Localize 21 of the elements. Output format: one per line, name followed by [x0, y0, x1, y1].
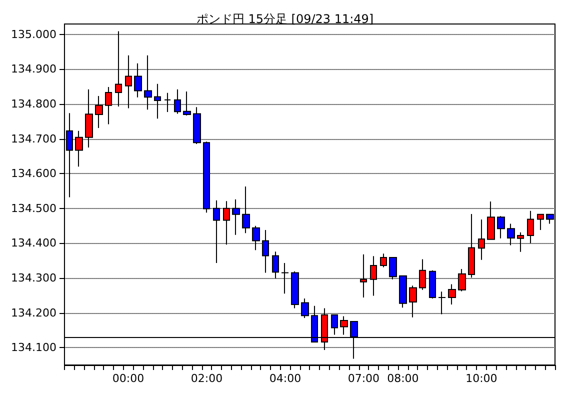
- y-tick-label: 134.900: [10, 62, 56, 76]
- candlestick: [537, 214, 544, 230]
- candlestick: [497, 216, 505, 239]
- candlestick: [448, 284, 456, 305]
- x-tick-label: 02:00: [190, 372, 223, 385]
- y-tick-label: 134.700: [10, 132, 56, 146]
- candlestick: [380, 253, 387, 268]
- y-tick-label: 134.800: [10, 98, 56, 111]
- y-tick-label: 134.400: [10, 236, 56, 250]
- x-tick-label: 00:00: [112, 372, 144, 385]
- y-tick-label: 134.200: [10, 306, 56, 320]
- y-tick-label: 134.500: [10, 202, 56, 215]
- x-tick-label: 10:00: [466, 372, 498, 385]
- x-tick-label: 08:00: [387, 372, 419, 385]
- y-tick-label: 134.600: [10, 167, 56, 180]
- y-tick-label: 134.100: [10, 341, 56, 354]
- x-tick-label: 04:00: [269, 372, 302, 385]
- candlestick: [340, 316, 348, 336]
- y-tick-label: 134.300: [10, 272, 56, 285]
- y-tick-label: 135.000: [10, 28, 56, 41]
- x-tick-label: 07:00: [348, 372, 380, 385]
